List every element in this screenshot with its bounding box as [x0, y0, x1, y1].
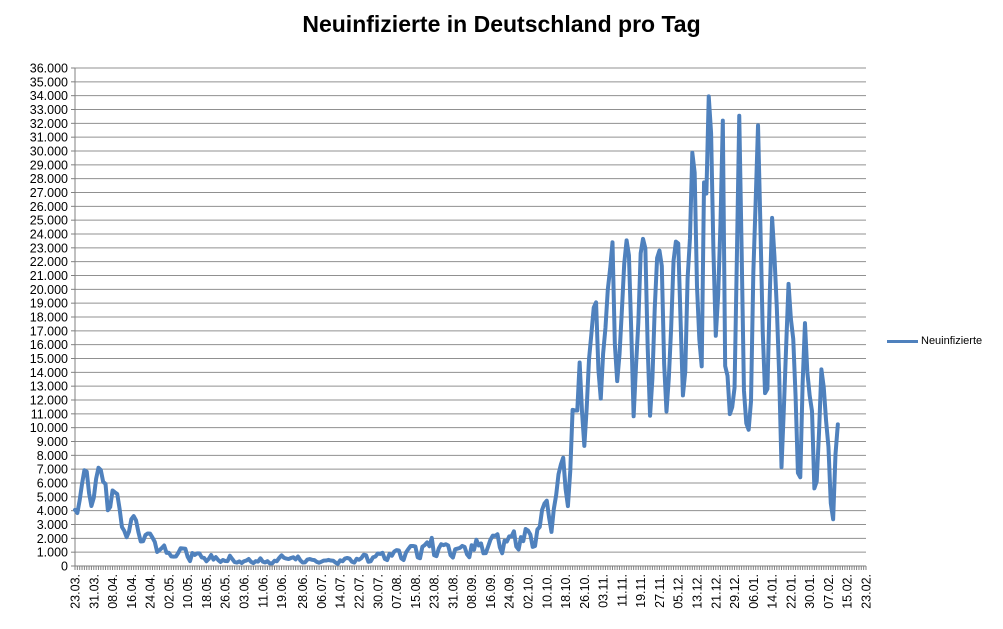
x-tick-label: 30.07. [371, 574, 385, 609]
chart-title: Neuinfizierte in Deutschland pro Tag [302, 11, 701, 37]
y-tick-label: 9.000 [37, 435, 68, 449]
y-tick-label: 7.000 [37, 463, 68, 477]
y-tick-label: 33.000 [30, 103, 68, 117]
x-tick-label: 03.11. [597, 574, 611, 608]
x-tick-label: 21.12. [709, 574, 723, 609]
x-tick-label: 16.04. [125, 574, 139, 609]
y-tick-label: 12.000 [30, 394, 68, 408]
x-tick-label: 19.11. [634, 574, 648, 608]
y-tick-label: 10.000 [30, 421, 68, 435]
x-tick-label: 06.07. [315, 574, 329, 609]
x-tick-label: 02.10. [522, 574, 536, 609]
y-tick-label: 23.000 [30, 241, 68, 255]
legend-label: Neuinfizierte [921, 335, 983, 347]
y-tick-label: 21.000 [30, 269, 68, 283]
y-tick-label: 18.000 [30, 311, 68, 325]
y-tick-label: 29.000 [30, 158, 68, 172]
y-tick-label: 3.000 [37, 518, 68, 532]
x-tick-label: 27.11. [653, 574, 667, 608]
y-tick-label: 24.000 [30, 228, 68, 242]
y-tick-label: 8.000 [37, 449, 68, 463]
y-tick-label: 34.000 [30, 89, 68, 103]
y-tick-label: 16.000 [30, 338, 68, 352]
x-tick-label: 22.01. [784, 574, 798, 609]
x-tick-label: 18.05. [200, 574, 214, 609]
x-tick-label: 10.05. [181, 574, 195, 609]
x-tick-label: 23.08. [428, 574, 442, 609]
x-tick-label: 11.06. [256, 574, 270, 608]
y-tick-label: 2.000 [37, 532, 68, 546]
y-tick-label: 31.000 [30, 131, 68, 145]
x-tick-label: 29.12. [728, 574, 742, 609]
x-tick-label: 08.09. [465, 574, 479, 609]
x-tick-label: 11.11. [615, 574, 629, 607]
x-tick-label: 24.09. [503, 574, 517, 609]
y-tick-label: 17.000 [30, 324, 68, 338]
x-tick-label: 07.02. [822, 574, 836, 609]
x-tick-label: 31.03. [87, 574, 101, 609]
y-tick-label: 26.000 [30, 200, 68, 214]
x-tick-label: 08.04. [106, 574, 120, 609]
x-tick-label: 22.07. [353, 574, 367, 609]
x-tick-label: 15.02. [841, 574, 855, 609]
y-tick-label: 13.000 [30, 380, 68, 394]
y-tick-label: 28.000 [30, 172, 68, 186]
x-tick-label: 15.08. [409, 574, 423, 609]
y-tick-label: 35.000 [30, 75, 68, 89]
y-tick-label: 36.000 [30, 62, 68, 76]
x-tick-label: 03.06. [237, 574, 251, 609]
y-tick-label: 27.000 [30, 186, 68, 200]
x-tick-label: 30.01. [803, 574, 817, 609]
y-tick-label: 1.000 [37, 546, 68, 560]
x-tick-label: 31.08. [446, 574, 460, 609]
x-tick-label: 05.12. [672, 574, 686, 609]
y-tick-label: 14.000 [30, 366, 68, 380]
y-tick-label: 32.000 [30, 117, 68, 131]
y-tick-label: 25.000 [30, 214, 68, 228]
x-tick-label: 16.09. [484, 574, 498, 609]
y-tick-label: 19.000 [30, 297, 68, 311]
y-tick-label: 30.000 [30, 145, 68, 159]
x-tick-label: 26.10. [578, 574, 592, 609]
legend-line-marker [887, 339, 918, 343]
y-tick-label: 22.000 [30, 255, 68, 269]
x-tick-label: 26.05. [219, 574, 233, 609]
x-tick-label: 13.12. [691, 574, 705, 609]
x-tick-label: 10.10. [540, 574, 554, 609]
y-tick-label: 20.000 [30, 283, 68, 297]
x-tick-label: 06.01. [747, 574, 761, 609]
y-tick-label: 0 [61, 560, 68, 574]
legend: Neuinfizierte [887, 333, 982, 349]
y-tick-label: 5.000 [37, 490, 68, 504]
y-tick-label: 11.000 [31, 407, 68, 421]
y-tick-label: 4.000 [37, 504, 68, 518]
x-tick-label: 18.10. [559, 574, 573, 609]
x-tick-label: 28.06. [296, 574, 310, 609]
x-tick-label: 14.01. [766, 574, 780, 609]
y-tick-label: 15.000 [30, 352, 68, 366]
x-tick-label: 23.03. [69, 574, 83, 609]
x-tick-label: 14.07. [334, 574, 348, 609]
x-tick-label: 23.02. [860, 574, 874, 609]
series-line-neuinfizierte [73, 94, 840, 566]
x-tick-label: 02.05. [162, 574, 176, 609]
x-tick-label: 24.04. [144, 574, 158, 609]
x-tick-label: 07.08. [390, 574, 404, 609]
y-tick-label: 6.000 [37, 477, 68, 491]
x-tick-label: 19.06. [275, 574, 289, 609]
